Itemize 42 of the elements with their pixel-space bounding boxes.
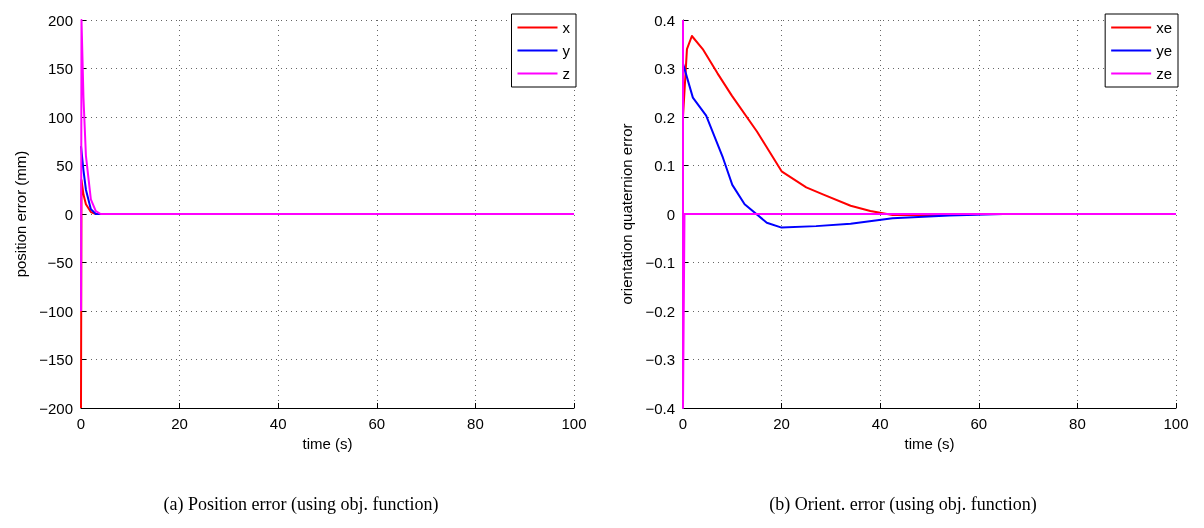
y-tick-label: 150 — [47, 60, 73, 77]
text: (a) Position error (using obj. function) — [163, 494, 439, 515]
x-tick-label: 80 — [1069, 415, 1086, 432]
y-tick-label: −100 — [39, 302, 73, 320]
x-tick-label: 80 — [467, 415, 484, 432]
x-tick-label: 20 — [171, 415, 188, 432]
y-tick-label: −50 — [47, 254, 73, 271]
legend-label: ye — [1156, 42, 1172, 59]
x-axis-title: time (s) — [904, 434, 955, 452]
x-tick-label: 100 — [561, 415, 587, 432]
y-tick-label: 50 — [56, 157, 73, 174]
y-tick-label: 0.1 — [654, 157, 675, 174]
x-axis-title: time (s) — [302, 434, 353, 452]
y-tick-label: −0.3 — [645, 351, 675, 368]
legend-label: x — [562, 19, 571, 36]
y-tick-label: −150 — [39, 351, 73, 368]
x-tick-label: 100 — [1163, 415, 1189, 432]
x-tick-label: 60 — [368, 415, 386, 432]
y-tick-label: 0.2 — [654, 108, 675, 126]
y-tick-label: −0.4 — [645, 399, 675, 417]
y-tick-label: −0.2 — [645, 302, 675, 320]
y-tick-label: −0.1 — [645, 254, 675, 271]
x-tick-label: 20 — [773, 415, 790, 432]
legend-label: xe — [1156, 19, 1172, 36]
y-tick-label: 200 — [47, 11, 73, 29]
x-tick-label: 0 — [76, 415, 86, 432]
x-tick-label: 0 — [678, 415, 688, 432]
legend-label: ze — [1156, 65, 1172, 82]
text: (b) Orient. error (using obj. function) — [769, 494, 1037, 515]
y-tick-label: 0 — [666, 205, 675, 223]
y-tick-label: 0.3 — [654, 60, 675, 77]
y-tick-label: 0.4 — [654, 11, 675, 29]
x-tick-label: 60 — [970, 415, 988, 432]
legend-label: z — [562, 65, 570, 82]
y-tick-label: 0 — [64, 205, 73, 223]
y-tick-label: 100 — [47, 108, 73, 126]
x-tick-label: 40 — [269, 415, 287, 432]
y-axis-title: position error (mm) — [12, 150, 30, 278]
legend-label: y — [562, 42, 571, 59]
y-tick-label: −200 — [39, 399, 73, 417]
x-tick-label: 40 — [871, 415, 889, 432]
y-axis-title: orientation quaternion error — [618, 123, 636, 305]
